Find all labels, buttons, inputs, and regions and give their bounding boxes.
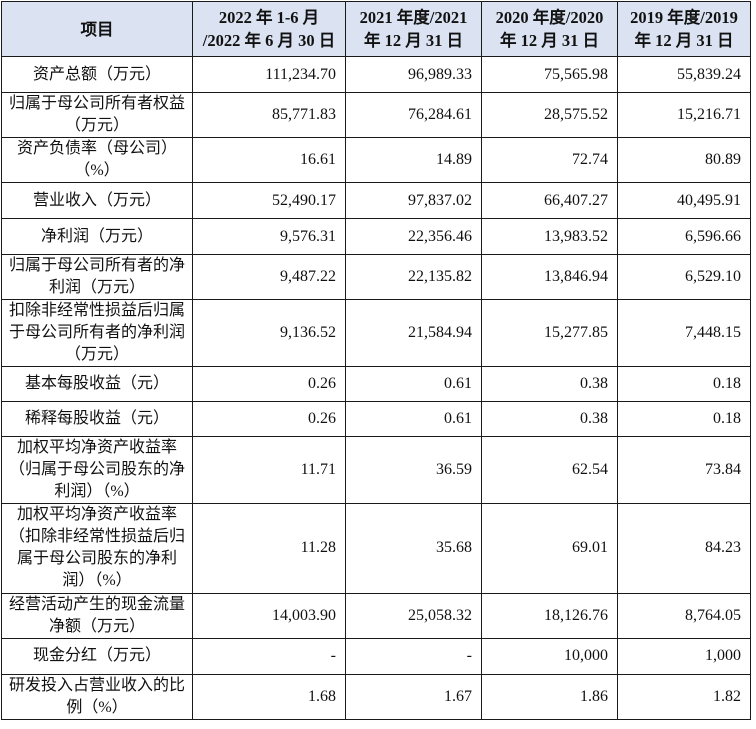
cell-value: 72.74 bbox=[481, 137, 618, 184]
cell-value: 66,407.27 bbox=[481, 182, 618, 220]
cell-value: 15,216.71 bbox=[617, 92, 751, 139]
row-label: 经营活动产生的现金流量净额（万元） bbox=[1, 592, 193, 639]
table-row: 归属于母公司所有者权益（万元） 85,771.83 76,284.61 28,5… bbox=[1, 92, 751, 139]
cell-value: 36.59 bbox=[345, 435, 482, 504]
cell-value: 15,277.85 bbox=[481, 299, 618, 368]
row-label: 稀释每股收益（元） bbox=[1, 401, 193, 437]
row-label: 加权平均净资产收益率（归属于母公司股东的净利润）（%） bbox=[1, 435, 193, 504]
row-label: 扣除非经常性损益后归属于母公司所有者的净利润（万元） bbox=[1, 299, 193, 368]
cell-value: 1.86 bbox=[481, 673, 618, 721]
table-row: 扣除非经常性损益后归属于母公司所有者的净利润（万元） 9,136.52 21,5… bbox=[1, 299, 751, 368]
cell-value: 0.18 bbox=[617, 401, 751, 437]
cell-value: 85,771.83 bbox=[192, 92, 346, 139]
cell-value: 1.68 bbox=[192, 673, 346, 721]
cell-value: 14.89 bbox=[345, 137, 482, 184]
cell-value: 10,000 bbox=[481, 637, 618, 675]
cell-value: 8,764.05 bbox=[617, 592, 751, 639]
cell-value: 62.54 bbox=[481, 435, 618, 504]
cell-value: 84.23 bbox=[617, 502, 751, 594]
header-period-line1: 2019 年度/2019 bbox=[630, 8, 738, 27]
header-period-line2: 年 12 月 31 日 bbox=[634, 31, 734, 50]
cell-value: 96,989.33 bbox=[345, 55, 482, 94]
cell-value: 18,126.76 bbox=[481, 592, 618, 639]
row-label: 研发投入占营业收入的比例（%） bbox=[1, 673, 193, 721]
row-label: 基本每股收益（元） bbox=[1, 366, 193, 403]
table-row: 经营活动产生的现金流量净额（万元） 14,003.90 25,058.32 18… bbox=[1, 592, 751, 639]
financial-indicators-table: 项目 2022 年 1-6 月 /2022 年 6 月 30 日 2021 年度… bbox=[1, 1, 751, 721]
cell-value: 7,448.15 bbox=[617, 299, 751, 368]
header-period-line2: 年 12 月 31 日 bbox=[364, 31, 463, 50]
cell-value: 11.71 bbox=[192, 435, 346, 504]
row-label: 资产总额（万元） bbox=[1, 55, 193, 94]
cell-value: 9,136.52 bbox=[192, 299, 346, 368]
header-period-2021: 2021 年度/2021 年 12 月 31 日 bbox=[345, 1, 482, 57]
cell-value: 0.61 bbox=[345, 366, 482, 403]
cell-value: 13,983.52 bbox=[481, 218, 618, 256]
cell-value: 1,000 bbox=[617, 637, 751, 675]
cell-value: 35.68 bbox=[345, 502, 482, 594]
header-period-line1: 2022 年 1-6 月 bbox=[218, 8, 320, 27]
table-row: 稀释每股收益（元） 0.26 0.61 0.38 0.18 bbox=[1, 401, 751, 437]
cell-value: 21,584.94 bbox=[345, 299, 482, 368]
header-period-line1: 2021 年度/2021 bbox=[359, 8, 468, 27]
table-row: 加权平均净资产收益率（归属于母公司股东的净利润）（%） 11.71 36.59 … bbox=[1, 435, 751, 504]
table-row: 现金分红（万元） - - 10,000 1,000 bbox=[1, 637, 751, 675]
table-row: 加权平均净资产收益率（扣除非经常性损益后归属于母公司股东的净利润）（%） 11.… bbox=[1, 502, 751, 594]
cell-value: 6,596.66 bbox=[617, 218, 751, 256]
cell-value: 1.82 bbox=[617, 673, 751, 721]
cell-value: 76,284.61 bbox=[345, 92, 482, 139]
table-row: 净利润（万元） 9,576.31 22,356.46 13,983.52 6,5… bbox=[1, 218, 751, 256]
row-label: 营业收入（万元） bbox=[1, 182, 193, 220]
row-label: 归属于母公司所有者权益（万元） bbox=[1, 92, 193, 139]
cell-value: 52,490.17 bbox=[192, 182, 346, 220]
table-row: 营业收入（万元） 52,490.17 97,837.02 66,407.27 4… bbox=[1, 182, 751, 220]
header-period-2020: 2020 年度/2020 年 12 月 31 日 bbox=[481, 1, 618, 57]
header-period-line2: /2022 年 6 月 30 日 bbox=[202, 31, 336, 50]
header-item: 项目 bbox=[1, 1, 193, 57]
cell-value: 40,495.91 bbox=[617, 182, 751, 220]
cell-value: 0.26 bbox=[192, 366, 346, 403]
cell-value: 97,837.02 bbox=[345, 182, 482, 220]
cell-value: 16.61 bbox=[192, 137, 346, 184]
cell-value: 55,839.24 bbox=[617, 55, 751, 94]
header-period-2022h1: 2022 年 1-6 月 /2022 年 6 月 30 日 bbox=[192, 1, 346, 57]
cell-value: 9,487.22 bbox=[192, 254, 346, 301]
row-label: 净利润（万元） bbox=[1, 218, 193, 256]
row-label: 资产负债率（母公司）（%） bbox=[1, 137, 193, 184]
cell-value: 28,575.52 bbox=[481, 92, 618, 139]
cell-value: 75,565.98 bbox=[481, 55, 618, 94]
cell-value: 73.84 bbox=[617, 435, 751, 504]
cell-value: 22,356.46 bbox=[345, 218, 482, 256]
cell-value: 80.89 bbox=[617, 137, 751, 184]
cell-value: - bbox=[192, 637, 346, 675]
table-header-row: 项目 2022 年 1-6 月 /2022 年 6 月 30 日 2021 年度… bbox=[1, 1, 751, 57]
cell-value: 6,529.10 bbox=[617, 254, 751, 301]
row-label: 归属于母公司所有者的净利润（万元） bbox=[1, 254, 193, 301]
header-period-line1: 2020 年度/2020 bbox=[495, 8, 604, 27]
header-period-line2: 年 12 月 31 日 bbox=[500, 31, 599, 50]
cell-value: 0.38 bbox=[481, 401, 618, 437]
cell-value: 69.01 bbox=[481, 502, 618, 594]
cell-value: 25,058.32 bbox=[345, 592, 482, 639]
table-row: 基本每股收益（元） 0.26 0.61 0.38 0.18 bbox=[1, 366, 751, 403]
row-label: 现金分红（万元） bbox=[1, 637, 193, 675]
cell-value: 1.67 bbox=[345, 673, 482, 721]
table-row: 资产负债率（母公司）（%） 16.61 14.89 72.74 80.89 bbox=[1, 137, 751, 184]
cell-value: 111,234.70 bbox=[192, 55, 346, 94]
table-row: 归属于母公司所有者的净利润（万元） 9,487.22 22,135.82 13,… bbox=[1, 254, 751, 301]
cell-value: 0.26 bbox=[192, 401, 346, 437]
table-row: 资产总额（万元） 111,234.70 96,989.33 75,565.98 … bbox=[1, 55, 751, 94]
header-period-2019: 2019 年度/2019 年 12 月 31 日 bbox=[617, 1, 751, 57]
cell-value: 13,846.94 bbox=[481, 254, 618, 301]
cell-value: 11.28 bbox=[192, 502, 346, 594]
cell-value: 9,576.31 bbox=[192, 218, 346, 256]
cell-value: 0.38 bbox=[481, 366, 618, 403]
cell-value: 0.18 bbox=[617, 366, 751, 403]
cell-value: 22,135.82 bbox=[345, 254, 482, 301]
table-row: 研发投入占营业收入的比例（%） 1.68 1.67 1.86 1.82 bbox=[1, 673, 751, 721]
cell-value: - bbox=[345, 637, 482, 675]
row-label: 加权平均净资产收益率（扣除非经常性损益后归属于母公司股东的净利润）（%） bbox=[1, 502, 193, 594]
cell-value: 0.61 bbox=[345, 401, 482, 437]
cell-value: 14,003.90 bbox=[192, 592, 346, 639]
